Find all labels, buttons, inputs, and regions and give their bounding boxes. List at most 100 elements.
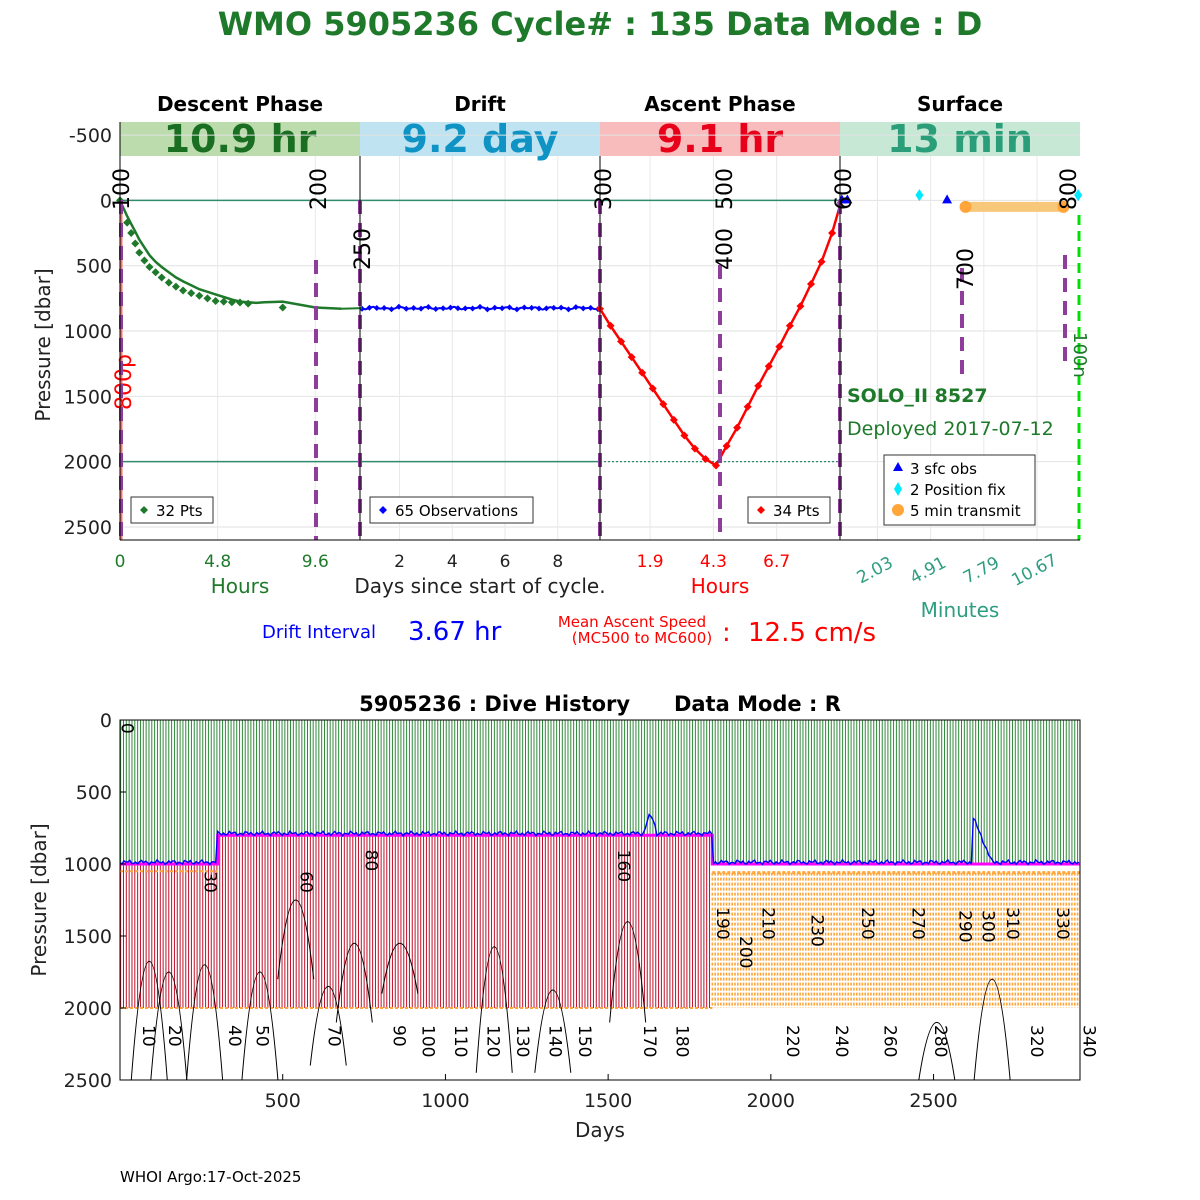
ascent-point xyxy=(617,337,626,346)
descent-point xyxy=(236,298,244,307)
dive-depth-trace-5 xyxy=(309,986,347,1066)
cycle-label: 30 xyxy=(200,871,220,893)
bottom-x-tick: 1000 xyxy=(421,1090,469,1112)
phase-name-1: Drift xyxy=(454,92,506,116)
mission-cycle-label: 700 xyxy=(954,248,979,290)
cycle-label: 120 xyxy=(483,1025,503,1057)
top-y-tick: 2000 xyxy=(64,452,112,474)
cycle-label: 80 xyxy=(361,850,381,872)
descent-point xyxy=(145,262,154,271)
descent-point xyxy=(123,218,132,227)
mission-cycle-label: 400 xyxy=(713,228,738,270)
descent-point xyxy=(131,239,140,248)
cycle-label: 160 xyxy=(613,850,633,882)
surface-x-tick: 4.91 xyxy=(907,553,950,588)
top-y-tick: 1000 xyxy=(64,321,112,343)
descent-point xyxy=(195,291,204,300)
descent-x-label: Hours xyxy=(211,574,270,598)
cycle-label: 280 xyxy=(930,1025,950,1057)
descent-to-drift xyxy=(341,307,363,310)
ascent-point xyxy=(606,321,615,330)
drift-point xyxy=(543,305,550,312)
ascent-point xyxy=(733,423,742,432)
descent-line xyxy=(118,199,342,311)
legend-sfc-obs: 3 sfc obs xyxy=(910,460,977,478)
legend-position-fix: 2 Position fix xyxy=(910,481,1006,499)
legend-transmit-marker xyxy=(892,504,904,516)
cycle-label: 170 xyxy=(639,1025,659,1057)
cycle-label: 100 xyxy=(418,1025,438,1057)
drift-point xyxy=(558,304,565,311)
cycle-label: 230 xyxy=(807,914,827,946)
legend-label: 32 Pts xyxy=(156,502,203,520)
cycle-label: 130 xyxy=(512,1025,532,1057)
dive-depth-trace-3 xyxy=(241,971,279,1081)
descent-x-tick: 9.6 xyxy=(302,552,329,572)
drift-x-label: Days since start of cycle. xyxy=(354,574,605,598)
cycle-label: 140 xyxy=(545,1025,565,1057)
drift-point xyxy=(462,305,469,312)
drift-point xyxy=(550,304,557,311)
descent-point xyxy=(219,297,228,306)
figure-title: WMO 5905236 Cycle# : 135 Data Mode : D xyxy=(218,5,983,43)
drift-point xyxy=(373,304,380,311)
top-y-tick: 2500 xyxy=(64,517,112,539)
mission-cycle-label: 500 xyxy=(713,168,738,210)
descent-point xyxy=(227,298,236,307)
drift-point xyxy=(580,305,587,312)
surface-x-tick: 7.79 xyxy=(960,553,1003,588)
descent-point xyxy=(187,289,196,298)
cycle-label: 50 xyxy=(252,1025,272,1047)
mission-cycle-label: 250 xyxy=(351,228,376,270)
cycle-label: 0 xyxy=(117,723,137,734)
dive-depth-trace-11 xyxy=(918,1022,956,1081)
dive-history-title: 5905236 : Dive History Data Mode : R xyxy=(359,692,841,716)
drift-point xyxy=(410,305,417,312)
dive-depth-trace-6 xyxy=(335,943,373,1023)
cycle-label: 190 xyxy=(712,907,732,939)
transmit-end xyxy=(1057,200,1070,213)
drift-point xyxy=(381,305,388,312)
bottom-x-tick: 2500 xyxy=(909,1090,957,1112)
surface-x-tick: 10.67 xyxy=(1008,550,1060,591)
float-type: SOLO_II 8527 xyxy=(847,385,988,407)
ascent-point xyxy=(638,368,647,377)
surface-legend-box xyxy=(883,454,1036,526)
descent-x-tick: 0 xyxy=(115,552,126,572)
cycle-label: 240 xyxy=(831,1025,851,1057)
drift-x-tick: 8 xyxy=(552,552,563,572)
phase-band-3 xyxy=(840,122,1080,156)
drift-x-tick: 6 xyxy=(500,552,511,572)
legend-position-fix-marker xyxy=(894,482,902,496)
ascent-speed-label-1: Mean Ascent Speed xyxy=(558,613,706,631)
cycle-label: 320 xyxy=(1026,1025,1046,1057)
cycle-label: 270 xyxy=(907,907,927,939)
surface-obs-point xyxy=(942,194,953,204)
ascent-point xyxy=(701,455,710,464)
legend-label: 65 Observations xyxy=(395,502,518,520)
dive-depth-trace-0 xyxy=(130,961,168,1081)
drift-point xyxy=(454,305,461,312)
cycle-label: 90 xyxy=(388,1025,408,1047)
surface-obs-point xyxy=(842,194,853,204)
drift-point xyxy=(469,305,476,312)
dive-depth-trace-8 xyxy=(475,946,513,1073)
ascent-point xyxy=(712,461,721,470)
position-fix-point xyxy=(1074,189,1083,202)
ascent-point xyxy=(754,381,763,390)
cycle-label: 340 xyxy=(1078,1025,1098,1057)
bottom-x-tick: 2000 xyxy=(747,1090,795,1112)
phase-duration-1: 9.2 day xyxy=(402,117,559,161)
drift-point xyxy=(506,304,513,311)
deployed-date: Deployed 2017-07-12 xyxy=(847,418,1054,440)
drift-point xyxy=(432,305,439,312)
phase-band-1 xyxy=(360,122,600,156)
phase-name-2: Ascent Phase xyxy=(644,92,795,116)
ascent-point xyxy=(680,431,689,440)
position-fix-point xyxy=(915,189,924,202)
ascent-x-tick: 4.3 xyxy=(700,552,727,572)
top-y-axis-label: Pressure [dbar] xyxy=(31,268,55,421)
